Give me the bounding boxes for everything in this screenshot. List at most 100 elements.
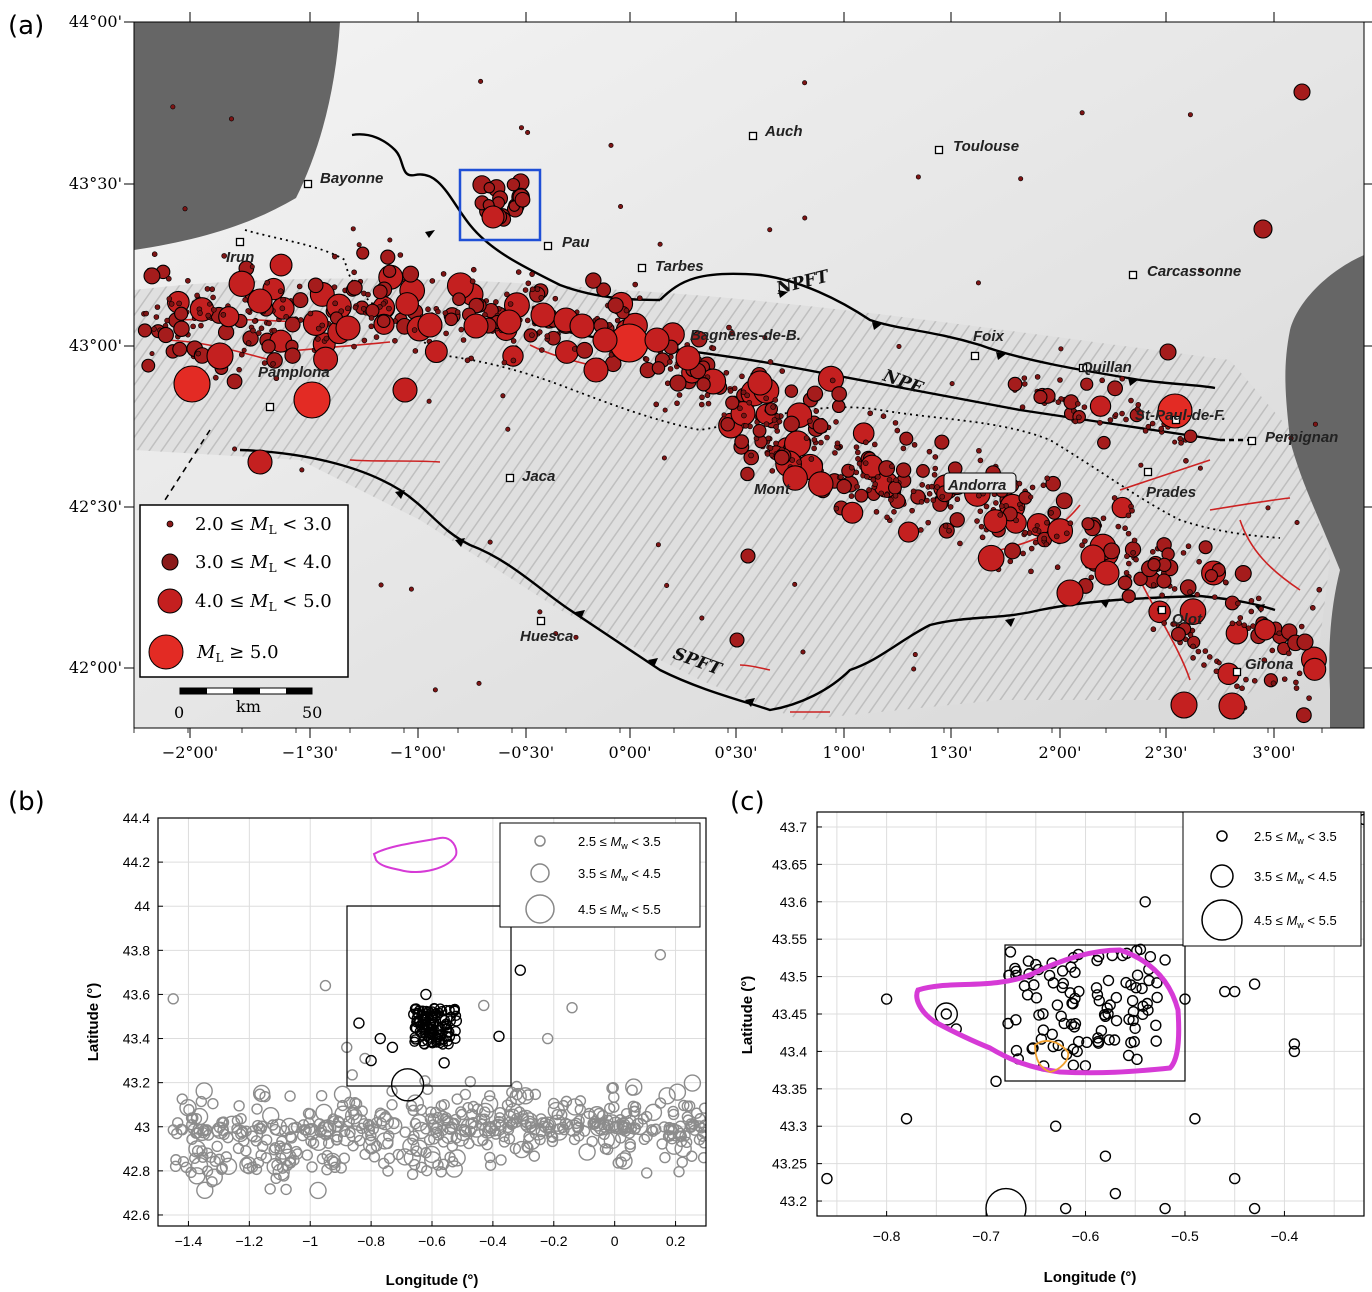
quake-epicenter [1201,662,1207,668]
quake-epicenter [690,330,708,348]
earthquake-epicenters [137,78,1327,724]
quake-epicenter [1004,542,1021,560]
quake-epicenter [1296,633,1314,651]
quake-epicenter [149,351,155,357]
quake-epicenter [836,478,852,495]
quake-epicenter [800,649,806,655]
lon-tick-label: 2°00' [1039,743,1082,762]
panel-a-ticks: −2°00' −1°30' −1°00' −0°30' 0°00' 0°30' 1°00' 1… [69,12,1372,762]
b-quake [624,1141,636,1153]
b-quake [428,1009,439,1021]
b-quake [611,1120,623,1133]
quake-epicenter [909,507,915,514]
quake-epicenter [1021,381,1028,387]
b-quake [440,1126,459,1145]
b-quake [339,1125,351,1138]
b-x-tick-label: −1 [302,1233,318,1249]
panel-b-ylabel: Latitude (°) [85,983,102,1062]
quake-epicenter [507,301,514,307]
legend-c-item-2: 3.5 ≤ Mw < 4.5 [1254,869,1337,886]
quake-epicenter [1204,569,1219,583]
b-quake [466,1108,478,1120]
b-quake [411,1015,423,1027]
quake-epicenter [831,399,846,414]
quake-epicenter [1094,560,1120,586]
b-quake [183,1103,195,1116]
b-quake [513,1140,531,1159]
lon-tick-label: 1°30' [930,743,973,762]
b-quake [279,1148,297,1167]
quake-epicenter [1149,420,1156,427]
quake-epicenter [875,474,881,480]
quake-epicenter [664,582,670,588]
quake-epicenter [737,405,743,412]
panel-c-contour [914,947,1182,1076]
quake-epicenter [1056,579,1084,607]
quake-epicenter [1028,568,1034,575]
quake-epicenter [1075,401,1081,407]
quake-epicenter [771,417,778,423]
quake-epicenter [228,116,234,122]
quake-epicenter [934,434,950,450]
b-quake [414,1026,425,1037]
c-quake [1056,981,1068,994]
quake-epicenter [998,503,1005,509]
lon-tick-label: −1°00' [390,743,446,762]
b-quake [495,1154,507,1166]
quake-epicenter [395,292,419,316]
city-marker [934,145,944,155]
quake-epicenter [1133,571,1148,587]
quake-epicenter [607,297,624,314]
quake-epicenter [644,327,670,353]
quake-epicenter [862,460,869,466]
quake-epicenter [1296,670,1303,677]
quake-epicenter [469,278,476,285]
quake-epicenter [926,448,933,455]
quake-epicenter [166,296,173,302]
quake-epicenter [185,277,191,284]
b-quake [449,1004,460,1016]
b-quake [425,1106,437,1118]
quake-epicenter [351,343,357,350]
b-quake [646,1124,658,1136]
quake-epicenter [1261,657,1268,664]
scale-bar-unit: km [236,697,261,716]
b-quake [551,1108,563,1121]
b-quake [644,1103,663,1122]
quake-epicenter [247,288,273,314]
quake-epicenter [1218,692,1246,720]
quake-epicenter [884,514,890,521]
quake-epicenter [1202,648,1209,654]
quake-epicenter [1115,523,1122,530]
c-quake [1037,1008,1049,1020]
c-quake [1027,1042,1039,1054]
quake-epicenter [143,310,149,317]
b-quake [435,1003,446,1014]
b-quake [418,1005,429,1017]
quake-epicenter [1187,589,1193,595]
b-quake [231,1124,249,1143]
c-quake [1035,1033,1048,1045]
quake-epicenter [1183,458,1189,464]
quake-epicenter [974,518,980,524]
c-y-tick-label: 43.25 [772,1156,807,1172]
c-quake [1043,969,1056,982]
quake-epicenter [977,544,1005,572]
quake-epicenter [1029,484,1036,491]
quake-epicenter [740,389,747,396]
quake-epicenter [176,300,182,307]
quake-epicenter [767,359,774,365]
c-quake [1288,1038,1301,1050]
quake-epicenter [284,316,301,333]
quake-epicenter [608,142,614,148]
quake-epicenter [669,374,687,392]
city-label: Tarbes [655,258,704,275]
b-quake [438,1057,450,1069]
c-quake [1110,991,1123,1004]
city-label: Bayonne [320,170,383,187]
quake-epicenter [1239,685,1245,692]
quake-epicenter [720,417,735,432]
quake-epicenter [255,330,262,336]
panel-c-ylabel: Latitude (°) [739,976,756,1055]
quake-epicenter [1111,495,1118,501]
